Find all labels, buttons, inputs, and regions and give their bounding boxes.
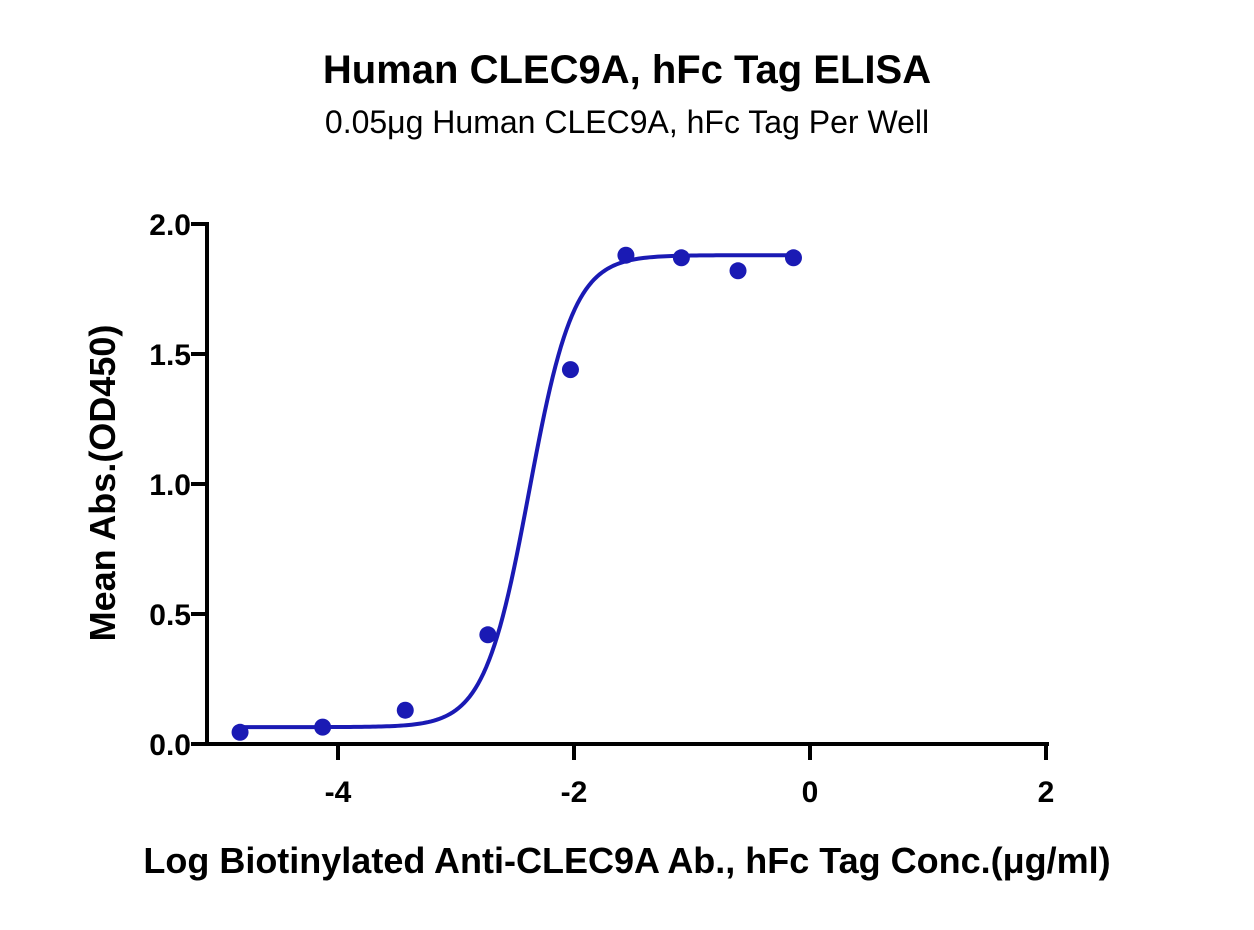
plot-area: -4 -2 0 2 0.0 0.5 1.0 1.5 2.0 bbox=[149, 209, 1054, 809]
chart-subtitle: 0.05μg Human CLEC9A, hFc Tag Per Well bbox=[325, 104, 929, 140]
data-point bbox=[314, 718, 332, 736]
x-tick-label: 2 bbox=[1038, 776, 1055, 809]
data-point bbox=[561, 361, 579, 379]
x-tick-label: 0 bbox=[802, 776, 819, 809]
y-tick-label: 2.0 bbox=[149, 209, 191, 242]
data-point bbox=[729, 262, 747, 280]
y-tick-label: 1.5 bbox=[149, 339, 191, 372]
data-point bbox=[617, 246, 635, 264]
data-point bbox=[479, 626, 497, 644]
chart-title: Human CLEC9A, hFc Tag ELISA bbox=[323, 48, 931, 92]
x-axis-label: Log Biotinylated Anti-CLEC9A Ab., hFc Ta… bbox=[143, 840, 1110, 881]
y-axis-label: Mean Abs.(OD450) bbox=[82, 325, 123, 642]
x-tick-label: -2 bbox=[561, 776, 588, 809]
y-tick-label: 1.0 bbox=[149, 469, 191, 502]
data-point bbox=[784, 249, 802, 267]
y-tick-label: 0.0 bbox=[149, 729, 191, 762]
data-point bbox=[231, 723, 249, 741]
x-tick-label: -4 bbox=[325, 776, 352, 809]
y-tick-label: 0.5 bbox=[149, 599, 191, 632]
data-point bbox=[396, 701, 414, 719]
fit-curve bbox=[240, 253, 794, 730]
data-point bbox=[672, 249, 690, 267]
